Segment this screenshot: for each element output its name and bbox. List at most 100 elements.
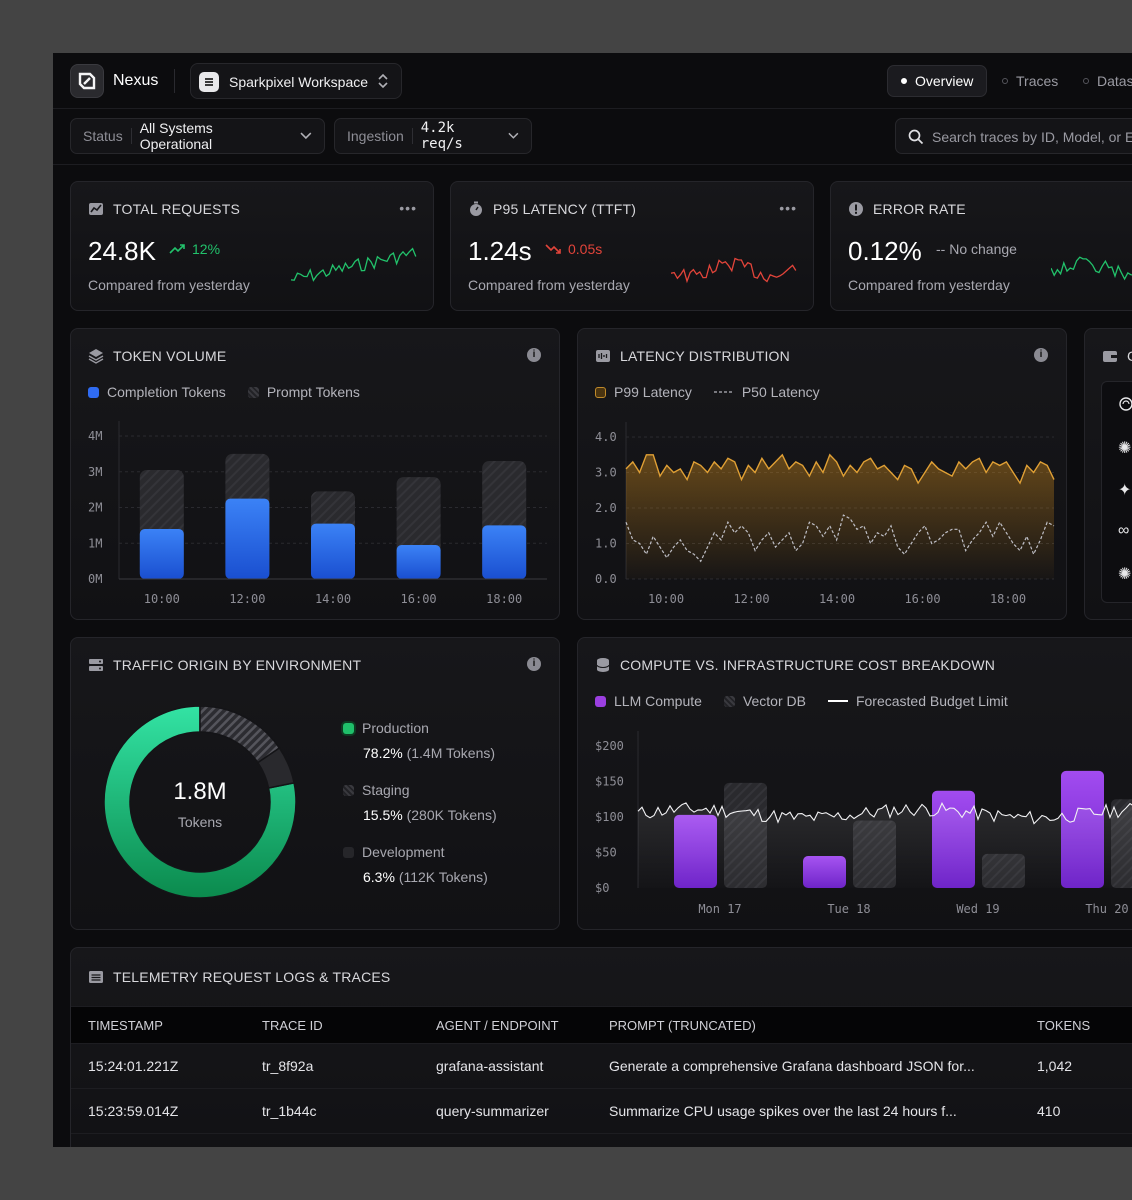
list-icon — [89, 971, 103, 983]
meta-infinity-icon[interactable]: ∞ — [1118, 522, 1130, 539]
column-header[interactable]: Trace ID — [262, 1018, 323, 1033]
server-icon — [89, 659, 103, 671]
nexus-logo-icon[interactable] — [70, 64, 104, 98]
table-row[interactable]: 15:24:01.221Z tr_8f92a grafana-assistant… — [71, 1044, 1132, 1089]
info-icon[interactable]: i — [527, 657, 541, 671]
workspace-name: Sparkpixel Workspace — [229, 74, 369, 90]
tab-traces[interactable]: Traces — [989, 65, 1071, 97]
card-title: Traffic Origin by Environment — [113, 657, 362, 673]
env-name: Staging — [362, 782, 410, 798]
table-row[interactable]: 15:23:59.014Z tr_1b44c query-summarizer … — [71, 1089, 1132, 1134]
status-value: All Systems Operational — [139, 120, 213, 152]
x-tick-label: 16:00 — [904, 592, 940, 606]
gemini-sparkle-icon[interactable]: ✦ — [1118, 482, 1132, 499]
chevron-updown-icon — [378, 73, 388, 89]
y-tick-label: $200 — [595, 739, 624, 753]
card-title: C — [1127, 348, 1132, 364]
x-tick-label: 12:00 — [229, 592, 265, 606]
layers-icon — [88, 349, 104, 364]
legend-swatch — [88, 386, 99, 398]
y-tick-label: 3.0 — [595, 466, 617, 480]
kpi-value: 24.8K — [88, 236, 156, 266]
anthropic-burst-icon[interactable]: ✺ — [1118, 440, 1132, 457]
kpi-card-total-requests: Total Requests ••• 24.8K 12% Compared fr… — [70, 181, 434, 311]
legend-label: Vector DB — [742, 693, 806, 709]
bar-completion-tokens — [396, 545, 441, 579]
env-detail: (280K Tokens) — [406, 807, 497, 823]
trend-up-icon — [169, 244, 185, 254]
openai-icon[interactable] — [1118, 396, 1132, 417]
column-header[interactable]: Agent / Endpoint — [436, 1018, 559, 1033]
ingestion-filter[interactable]: Ingestion 4.2k req/s — [334, 118, 532, 154]
env-staging: Staging 15.5% (280K Tokens) — [343, 782, 497, 823]
tab-datasets[interactable]: Datas — [1070, 65, 1132, 97]
cell-tokens: 410 — [1037, 1103, 1061, 1119]
column-header[interactable]: Timestamp — [88, 1018, 163, 1033]
cost-breakdown-card: Compute vs. Infrastructure Cost Breakdow… — [577, 637, 1132, 930]
legend-swatch — [247, 386, 259, 398]
bar-completion-tokens — [139, 528, 184, 579]
filter-bar: Status All Systems Operational Ingestion… — [53, 109, 1132, 165]
bar-completion-tokens — [225, 498, 270, 579]
legend-label: P50 Latency — [741, 384, 820, 400]
legend-swatch — [595, 386, 606, 398]
y-tick-label: 0M — [88, 572, 102, 586]
env-development: Development 6.3% (112K Tokens) — [343, 844, 488, 885]
workspace-icon — [199, 72, 219, 92]
tab-label: Traces — [1016, 73, 1059, 89]
donut-slice-production — [103, 705, 297, 899]
kpi-delta: -- No change — [936, 241, 1017, 257]
chevron-down-icon — [508, 132, 519, 139]
y-tick-label: 1.0 — [595, 537, 617, 551]
divider — [174, 69, 175, 93]
tab-overview[interactable]: Overview — [887, 65, 988, 97]
env-detail: (1.4M Tokens) — [406, 745, 496, 761]
column-header[interactable]: Prompt (Truncated) — [609, 1018, 756, 1033]
provider-list: ✺ ✦ ∞ ✺ — [1101, 381, 1132, 603]
card-title: Total Requests — [113, 201, 241, 217]
env-name: Development — [362, 844, 445, 860]
card-title: Telemetry Request Logs & Traces — [113, 969, 391, 985]
more-icon[interactable]: ••• — [399, 200, 417, 216]
search-input[interactable]: Search traces by ID, Model, or Er — [895, 118, 1132, 154]
cell-agent: query-summarizer — [436, 1103, 549, 1119]
kpi-delta-value: -- No change — [936, 241, 1017, 257]
y-tick-label: 3M — [88, 465, 102, 479]
chart-legend: LLM Compute Vector DB Forecasted Budget … — [595, 693, 1008, 709]
sparkline — [291, 247, 417, 282]
y-tick-label: $0 — [595, 881, 609, 895]
x-tick-label: 10:00 — [144, 592, 180, 606]
cost-chart: $0 $50 $100 $150 $200 Mon 17 Tue 18 Wed 19 Thu 2… — [595, 731, 1132, 916]
chart-legend: Completion Tokens Prompt Tokens — [88, 384, 360, 400]
ingestion-key: Ingestion — [347, 128, 404, 144]
kpi-card-error-rate: Error Rate 0.12% -- No change Compared f… — [830, 181, 1132, 311]
cell-trace-id[interactable]: tr_1b44c — [262, 1103, 317, 1119]
status-filter[interactable]: Status All Systems Operational — [70, 118, 325, 154]
legend-label: Forecasted Budget Limit — [855, 693, 1008, 709]
cell-agent: grafana-assistant — [436, 1058, 544, 1074]
more-icon[interactable]: ••• — [779, 200, 797, 216]
dot-icon — [1083, 78, 1089, 84]
card-title: Error Rate — [873, 201, 966, 217]
trend-down-icon — [545, 244, 561, 254]
column-header[interactable]: Tokens — [1037, 1018, 1091, 1033]
traffic-origin-card: Traffic Origin by Environment i 1.8M Tok… — [70, 637, 560, 930]
info-icon[interactable]: i — [1034, 348, 1048, 362]
info-icon[interactable]: i — [527, 348, 541, 362]
card-title: Latency Distribution — [620, 348, 790, 364]
burst-icon[interactable]: ✺ — [1118, 566, 1132, 583]
legend-label: P99 Latency — [614, 384, 692, 400]
tab-label: Datas — [1097, 73, 1132, 89]
donut-center-label: Tokens — [177, 814, 223, 830]
x-tick-label: 18:00 — [486, 592, 522, 606]
y-tick-label: $50 — [595, 846, 617, 860]
workspace-selector[interactable]: Sparkpixel Workspace — [190, 63, 402, 99]
legend-swatch — [343, 846, 354, 858]
x-tick-label: Wed 19 — [956, 902, 999, 916]
cell-trace-id[interactable]: tr_8f92a — [262, 1058, 314, 1074]
x-tick-label: Tue 18 — [827, 902, 870, 916]
cell-prompt: Generate a comprehensive Grafana dashboa… — [609, 1058, 975, 1074]
kpi-subtitle: Compared from yesterday — [88, 277, 250, 293]
top-bar: Nexus Sparkpixel Workspace Overview Trac… — [53, 53, 1132, 109]
tab-label: Overview — [915, 73, 974, 89]
